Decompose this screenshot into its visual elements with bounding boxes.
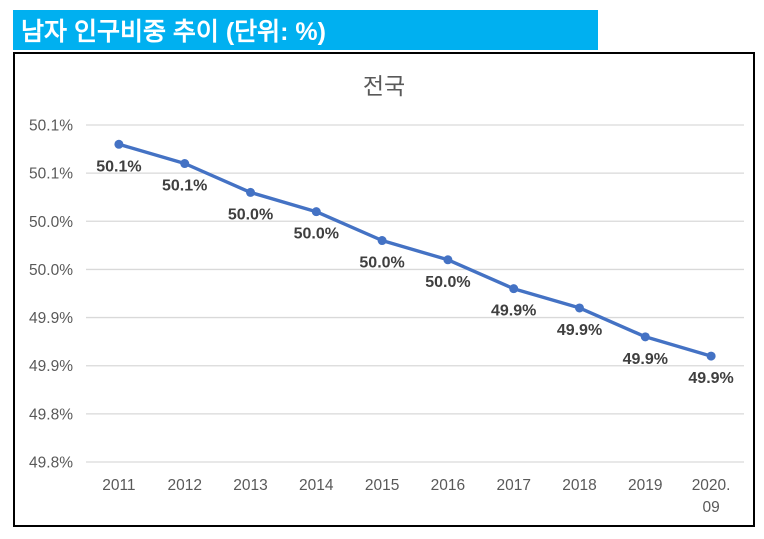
data-point — [640, 332, 650, 342]
data-label: 50.0% — [294, 226, 339, 243]
y-tick-label: 49.8% — [29, 455, 73, 472]
y-tick-label: 49.8% — [29, 406, 73, 423]
title-banner: 남자 인구비중 추이 (단위: %) — [13, 10, 598, 50]
data-label: 50.0% — [228, 206, 273, 223]
x-tick-label: 2011 — [102, 477, 135, 494]
y-tick-label: 50.0% — [29, 214, 73, 231]
data-point — [509, 284, 519, 294]
banner-title: 남자 인구비중 추이 (단위: %) — [21, 18, 326, 46]
data-point — [575, 303, 584, 313]
data-point — [706, 351, 716, 361]
data-label: 49.9% — [491, 303, 536, 320]
data-label: 49.9% — [623, 351, 668, 368]
series-line — [117, 142, 713, 358]
y-tick-label: 49.9% — [29, 358, 73, 375]
y-tick-label: 50.1% — [29, 118, 73, 135]
line-chart: 50.1% 50.1% 50.0% 50.0% 49.9% 49.9% 49.8% 49.8%… — [29, 118, 744, 516]
x-tick-label: 2017 — [496, 477, 530, 494]
y-tick-label: 50.0% — [29, 262, 73, 279]
x-tick-label: 2018 — [562, 477, 596, 494]
data-point — [246, 187, 255, 197]
x-tick-label: 2016 — [431, 477, 465, 494]
data-label: 49.9% — [688, 370, 733, 387]
x-tick-label: 2014 — [299, 477, 334, 494]
x-tick-label: 2015 — [365, 477, 399, 494]
data-point — [311, 207, 321, 217]
data-label: 50.1% — [96, 158, 141, 175]
x-tick-label: 2012 — [167, 477, 201, 494]
x-tick-label: 2020. — [692, 477, 731, 494]
data-point — [377, 236, 387, 246]
data-point — [180, 159, 190, 169]
y-tick-label: 49.9% — [29, 310, 73, 327]
x-tick-label: 09 — [702, 499, 719, 516]
y-tick-label: 50.1% — [29, 166, 73, 183]
data-point — [443, 255, 453, 265]
data-label: 50.0% — [425, 274, 470, 291]
data-label: 50.1% — [162, 178, 207, 195]
x-tick-label: 2019 — [628, 477, 662, 494]
data-point — [114, 139, 124, 149]
x-tick-label: 2013 — [233, 477, 267, 494]
chart-panel: 50.1% 50.1% 50.0% 50.0% 49.9% 49.9% 49.8% 49.8%… — [13, 52, 755, 527]
data-label: 50.0% — [359, 255, 404, 272]
data-label: 49.9% — [557, 322, 602, 339]
